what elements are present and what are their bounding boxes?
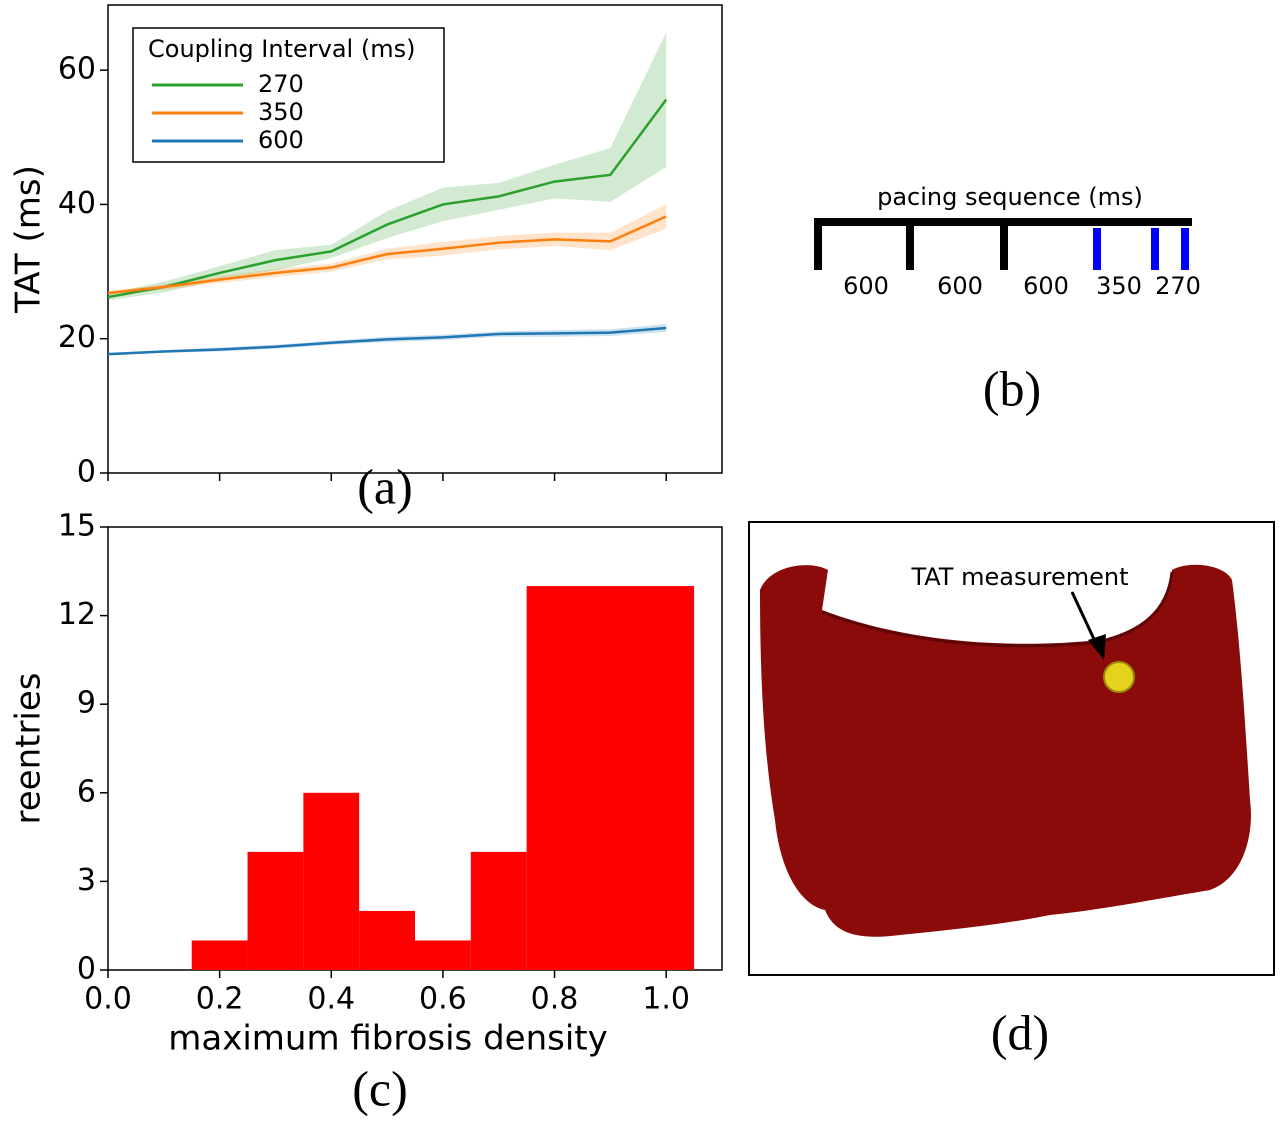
y-tick-label: 20 <box>58 320 96 355</box>
x-axis-label: maximum fibrosis density <box>168 1019 608 1059</box>
legend-title: Coupling Interval (ms) <box>148 35 415 63</box>
bar <box>470 851 527 970</box>
panel-label: (c) <box>352 1060 408 1116</box>
error-band <box>219 250 276 280</box>
error-band <box>442 182 499 222</box>
bar <box>191 940 248 970</box>
panel-label: (d) <box>991 1004 1049 1060</box>
x-tick-label: 0.8 <box>531 982 579 1017</box>
interval-label: 600 <box>843 272 889 300</box>
y-tick-label: 12 <box>58 597 96 632</box>
y-tick-label: 40 <box>58 186 96 221</box>
interval-label: 350 <box>1096 272 1142 300</box>
y-tick-label: 15 <box>58 509 96 544</box>
error-band <box>275 244 332 271</box>
y-tick-label: 6 <box>77 774 96 809</box>
x-tick-label: 1.0 <box>642 982 690 1017</box>
bar <box>303 792 360 970</box>
heart-rim <box>821 571 1174 648</box>
series-line <box>107 326 667 356</box>
bar <box>247 851 304 970</box>
legend-label: 270 <box>258 70 304 98</box>
x-tick-label: 0.4 <box>307 982 355 1017</box>
bar <box>415 940 471 970</box>
annotation: TAT measurement <box>910 563 1128 591</box>
error-band <box>331 211 388 259</box>
x-tick-label: 0.0 <box>84 982 132 1017</box>
bar <box>359 910 415 970</box>
error-band <box>610 32 667 202</box>
error-band <box>498 164 555 210</box>
arrow-head <box>1088 634 1106 660</box>
panel-label: (b) <box>983 360 1041 416</box>
x-tick-label: 0.2 <box>196 982 244 1017</box>
interval-label: 270 <box>1155 272 1201 300</box>
plot-frame <box>107 4 723 474</box>
image-frame <box>748 521 1275 976</box>
legend-label: 350 <box>258 98 304 126</box>
y-axis-label: reentries <box>9 672 49 824</box>
panel-label: (a) <box>357 458 413 514</box>
interval-label: 600 <box>1023 272 1069 300</box>
y-tick-label: 60 <box>58 52 96 87</box>
y-tick-label: 3 <box>77 863 96 898</box>
x-tick-label: 0.6 <box>419 982 467 1017</box>
measurement-point <box>1103 661 1135 693</box>
pacing-diagram: pacing sequence (ms) 600 600 600 350 270 <box>814 183 1201 300</box>
y-tick-label: 0 <box>77 952 96 987</box>
y-tick-label: 0 <box>77 455 96 490</box>
error-band <box>610 204 667 251</box>
series-line <box>107 215 667 295</box>
diagram-title: pacing sequence (ms) <box>877 183 1143 211</box>
bar <box>526 586 695 970</box>
heart-image: TAT measurement <box>748 521 1275 976</box>
error-band <box>387 187 443 238</box>
error-band <box>554 148 611 202</box>
heart-tissue <box>760 564 1251 937</box>
y-axis-label: TAT (ms) <box>9 165 49 314</box>
y-tick-label: 9 <box>77 686 96 721</box>
series-line <box>107 98 668 299</box>
interval-label: 600 <box>937 272 983 300</box>
legend-label: 600 <box>258 126 304 154</box>
